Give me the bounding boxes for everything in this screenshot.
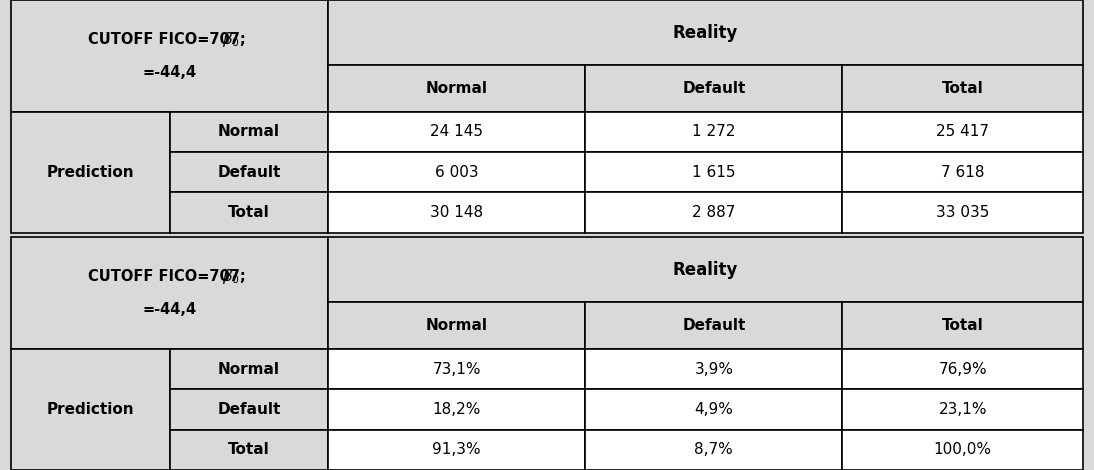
Polygon shape	[842, 303, 1083, 349]
Text: 1 615: 1 615	[693, 164, 735, 180]
Text: Default: Default	[683, 81, 745, 96]
Text: Total: Total	[228, 205, 270, 220]
Text: 91,3%: 91,3%	[432, 442, 481, 457]
Text: 2 887: 2 887	[693, 205, 735, 220]
Text: Total: Total	[942, 318, 984, 333]
Text: Normal: Normal	[218, 362, 280, 376]
Polygon shape	[842, 152, 1083, 192]
Polygon shape	[170, 152, 328, 192]
Polygon shape	[11, 0, 328, 112]
Text: Default: Default	[218, 402, 280, 417]
Polygon shape	[842, 65, 1083, 112]
Text: CUTOFF FICO=707;: CUTOFF FICO=707;	[89, 31, 251, 47]
Polygon shape	[842, 430, 1083, 470]
Text: 6 003: 6 003	[435, 164, 478, 180]
Text: Default: Default	[218, 164, 280, 180]
Polygon shape	[328, 389, 585, 430]
Text: Total: Total	[942, 81, 984, 96]
Text: =-44,4: =-44,4	[142, 302, 197, 317]
Text: 73,1%: 73,1%	[432, 362, 481, 376]
Polygon shape	[585, 430, 842, 470]
Text: 8,7%: 8,7%	[695, 442, 733, 457]
Polygon shape	[11, 237, 328, 349]
Polygon shape	[585, 65, 842, 112]
Polygon shape	[585, 389, 842, 430]
Polygon shape	[170, 430, 328, 470]
Text: Reality: Reality	[673, 24, 738, 41]
Text: 3,9%: 3,9%	[695, 362, 733, 376]
Text: 7 618: 7 618	[941, 164, 985, 180]
Text: $\beta_0$: $\beta_0$	[222, 267, 240, 286]
Text: 100,0%: 100,0%	[933, 442, 992, 457]
Text: $\beta_0$: $\beta_0$	[222, 30, 240, 48]
Polygon shape	[328, 237, 1083, 303]
Text: 18,2%: 18,2%	[432, 402, 481, 417]
Polygon shape	[328, 192, 585, 233]
Polygon shape	[585, 112, 842, 152]
Polygon shape	[585, 349, 842, 389]
Polygon shape	[842, 192, 1083, 233]
Polygon shape	[328, 152, 585, 192]
Polygon shape	[328, 430, 585, 470]
Text: =-44,4: =-44,4	[142, 65, 197, 80]
Text: Prediction: Prediction	[46, 164, 135, 180]
Text: 23,1%: 23,1%	[939, 402, 987, 417]
Text: 24 145: 24 145	[430, 125, 484, 139]
Text: Total: Total	[228, 442, 270, 457]
Text: Prediction: Prediction	[46, 402, 135, 417]
Polygon shape	[585, 303, 842, 349]
Polygon shape	[585, 152, 842, 192]
Polygon shape	[11, 112, 170, 233]
Text: 4,9%: 4,9%	[695, 402, 733, 417]
Text: 33 035: 33 035	[936, 205, 989, 220]
Polygon shape	[328, 349, 585, 389]
Polygon shape	[328, 303, 585, 349]
Text: 30 148: 30 148	[430, 205, 484, 220]
Text: Normal: Normal	[218, 125, 280, 139]
Polygon shape	[11, 349, 170, 470]
Polygon shape	[585, 192, 842, 233]
Text: Reality: Reality	[673, 261, 738, 279]
Polygon shape	[842, 349, 1083, 389]
Polygon shape	[170, 389, 328, 430]
Text: Normal: Normal	[426, 318, 488, 333]
Polygon shape	[328, 112, 585, 152]
Polygon shape	[842, 389, 1083, 430]
Text: CUTOFF FICO=707;: CUTOFF FICO=707;	[89, 269, 251, 284]
Text: Normal: Normal	[426, 81, 488, 96]
Polygon shape	[170, 349, 328, 389]
Polygon shape	[328, 65, 585, 112]
Text: 76,9%: 76,9%	[939, 362, 987, 376]
Text: Default: Default	[683, 318, 745, 333]
Text: 1 272: 1 272	[693, 125, 735, 139]
Polygon shape	[170, 192, 328, 233]
Polygon shape	[328, 0, 1083, 65]
Polygon shape	[170, 112, 328, 152]
Polygon shape	[842, 112, 1083, 152]
Text: 25 417: 25 417	[936, 125, 989, 139]
